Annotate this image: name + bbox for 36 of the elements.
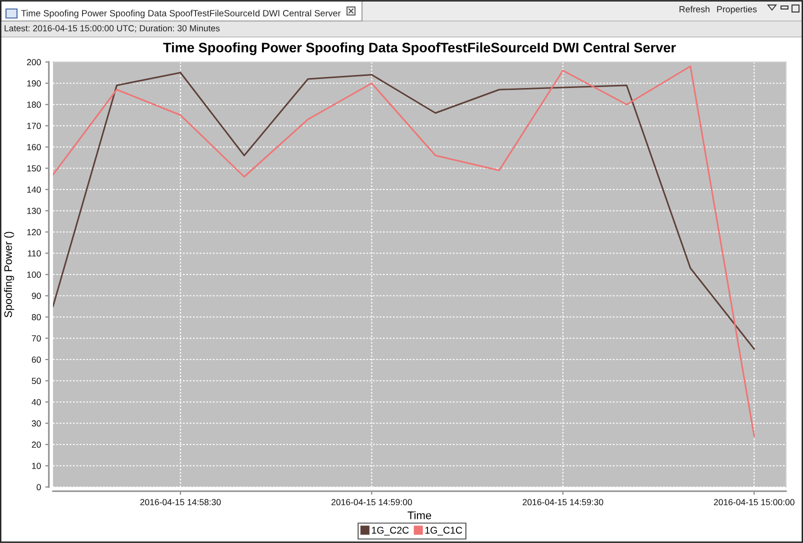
legend-label: 1G_C1C	[425, 526, 462, 536]
text: Time Spoofing Power Spoofing Data SpoofTestFileSourceId DWI Central Server	[21, 10, 341, 18]
y-tick-label: 140	[27, 186, 41, 193]
x-tick-label: 2016-04-15 14:58:30	[140, 499, 221, 506]
text: Refresh	[680, 6, 710, 12]
x-axis-title: Time	[408, 511, 432, 520]
y-tick-label: 70	[32, 335, 41, 342]
y-tick-label: 80	[32, 314, 41, 320]
y-tick-label: 0	[36, 484, 41, 490]
y-tick-label: 180	[27, 102, 41, 108]
y-tick-label: 90	[32, 292, 41, 300]
x-tick-label: 2016-04-15 14:59:30	[522, 499, 604, 506]
y-tick-label: 100	[27, 272, 41, 278]
text: Properties	[717, 6, 757, 14]
y-tick-label: 10	[32, 462, 41, 470]
y-axis-title: Spoofing Power ()	[4, 232, 14, 318]
y-tick-label: 50	[32, 378, 41, 384]
line-series	[53, 72, 755, 350]
y-tick-label: 60	[32, 356, 41, 363]
y-tick-label: 150	[27, 165, 41, 172]
x-tick-label: 2016-04-15 14:59:00	[332, 499, 412, 506]
y-tick-label: 120	[27, 229, 41, 236]
y-tick-label: 20	[32, 442, 41, 448]
y-tick-label: 200	[27, 59, 41, 66]
y-tick-label: 110	[28, 250, 41, 257]
y-tick-label: 40	[32, 399, 41, 406]
chart-title: Time Spoofing Power Spoofing Data SpoofTestFileSourceId DWI Central Server	[163, 42, 676, 56]
x-tick-label: 2016-04-15 15:00:00	[714, 499, 794, 506]
y-tick-label: 30	[32, 420, 41, 427]
y-tick-label: 130	[27, 208, 41, 214]
line-series	[53, 65, 755, 437]
text: Latest: 2016-04-15 15:00:00 UTC; Duration: 30 Minutes	[4, 24, 220, 32]
legend-label: 1G_C2C	[372, 526, 409, 536]
y-tick-label: 190	[27, 80, 41, 87]
y-tick-label: 170	[27, 122, 41, 130]
y-tick-label: 160	[27, 144, 41, 150]
